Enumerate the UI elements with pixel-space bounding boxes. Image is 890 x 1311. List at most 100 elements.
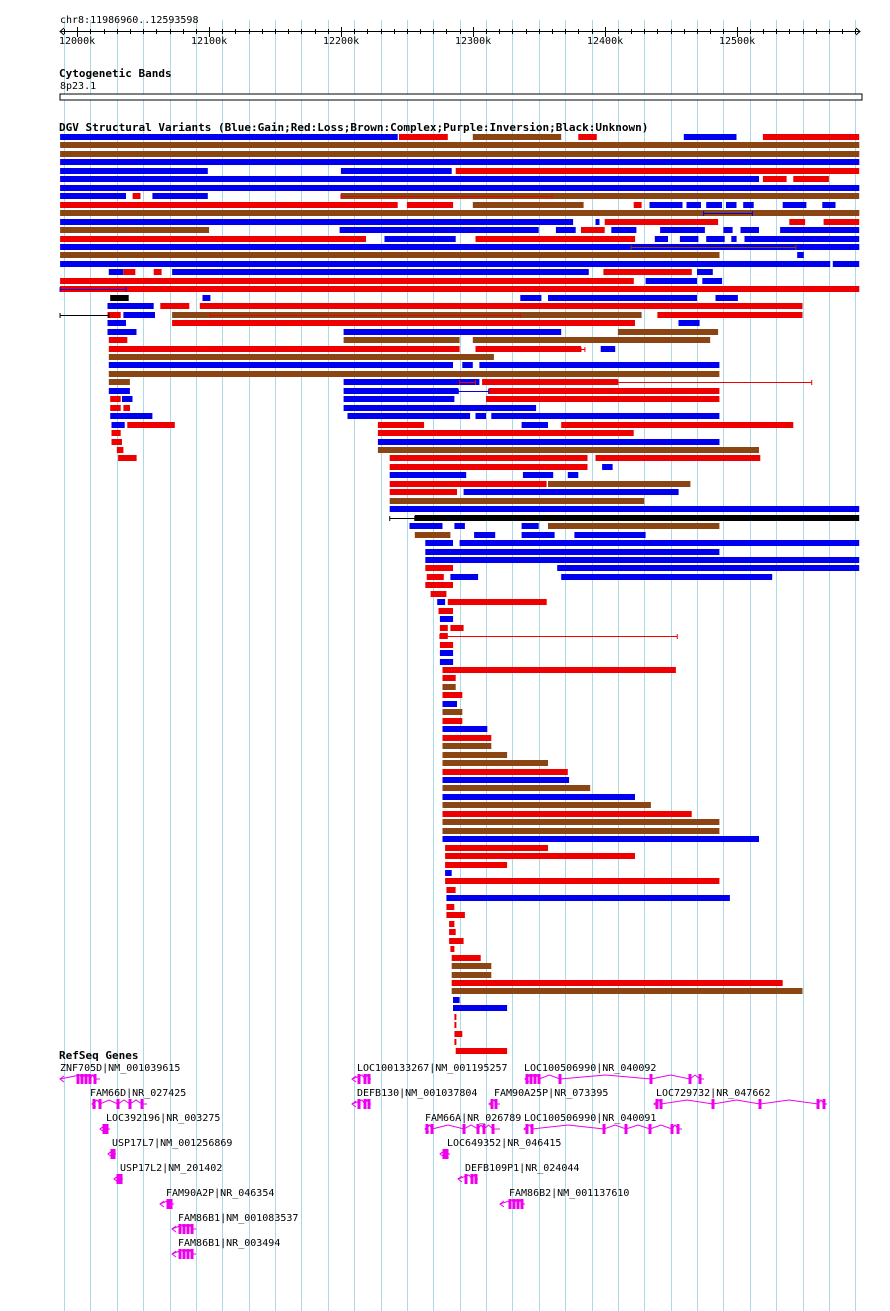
sv-bar <box>442 777 570 783</box>
sv-bar <box>202 295 211 301</box>
sv-bar <box>454 1022 457 1028</box>
sv-bar <box>475 413 486 419</box>
sv-bar <box>60 168 208 174</box>
sv-bar <box>425 557 860 563</box>
sv-bar <box>123 312 155 318</box>
gene-label[interactable]: LOC392196|NR_003275 <box>106 1113 221 1124</box>
gene-label[interactable]: FAM86B2|NM_001137610 <box>509 1188 630 1199</box>
sv-bar <box>442 819 720 825</box>
sv-bar <box>445 878 720 884</box>
sv-bar <box>447 599 547 605</box>
gene-label[interactable]: ZNF705D|NM_001039615 <box>60 1063 181 1074</box>
sv-bar <box>455 1048 508 1054</box>
gene-label[interactable]: LOC729732|NR_047662 <box>656 1088 771 1099</box>
sv-bar <box>726 202 737 208</box>
gene-exon <box>822 1099 826 1109</box>
gene-exon <box>491 1124 495 1134</box>
sv-bar <box>425 582 453 588</box>
gene-exon <box>76 1074 80 1084</box>
gene-exon <box>363 1099 367 1109</box>
gene-exon <box>110 1149 114 1159</box>
gene-label[interactable]: USP17L2|NM_201402 <box>120 1163 223 1174</box>
sv-bar <box>389 489 457 495</box>
gene-label[interactable]: FAM66A|NR_026789 <box>425 1113 522 1124</box>
sv-bar <box>442 675 456 681</box>
sv-bar <box>60 227 210 233</box>
gene-exon <box>462 1124 466 1134</box>
gene-exon <box>93 1074 97 1084</box>
gene-label[interactable]: LOC649352|NR_046415 <box>447 1138 562 1149</box>
sv-bar <box>451 963 492 969</box>
gene-exon <box>357 1099 361 1109</box>
gene-exon <box>494 1099 498 1109</box>
grid-lines <box>64 20 856 1311</box>
gene-exon <box>367 1099 371 1109</box>
sv-bar <box>425 565 453 571</box>
sv-bar <box>442 760 548 766</box>
gene-exon <box>525 1124 529 1134</box>
sv-bar <box>604 219 719 225</box>
sv-bar <box>343 396 455 402</box>
sv-bar <box>60 159 860 165</box>
gene-exon <box>367 1074 371 1084</box>
sv-bar <box>602 464 613 470</box>
sv-bar <box>451 988 803 994</box>
sv-bar <box>453 997 460 1003</box>
sv-bar <box>60 142 860 148</box>
gene-exon <box>558 1074 562 1084</box>
gene-label[interactable]: LOC100133267|NM_001195257 <box>357 1063 508 1074</box>
sv-bar <box>442 735 492 741</box>
sv-bar <box>654 236 668 242</box>
gene-strand-arrow <box>524 1075 530 1083</box>
sv-bar <box>832 261 860 267</box>
gene-exon <box>624 1124 628 1134</box>
sv-bar <box>823 219 860 225</box>
ruler-tick-label: 12000k <box>59 36 96 47</box>
sv-bar <box>384 236 456 242</box>
sv-bar <box>107 320 126 326</box>
ruler-arrow-left <box>59 27 65 36</box>
sv-bar <box>723 227 733 233</box>
gene-exon <box>476 1124 480 1134</box>
gene-exon <box>470 1174 474 1184</box>
sv-bar <box>472 337 711 343</box>
gene-label[interactable]: FAM90A25P|NR_073395 <box>494 1088 609 1099</box>
sv-bar <box>472 134 562 140</box>
sv-bar <box>731 236 737 242</box>
gene-label[interactable]: DEFB130|NM_001037804 <box>357 1088 478 1099</box>
sv-bar <box>482 379 618 385</box>
gene-label[interactable]: LOC100506990|NR_040091 <box>524 1113 657 1124</box>
gene-exon <box>537 1074 541 1084</box>
sv-bar <box>679 236 699 242</box>
gene-exon <box>430 1124 434 1134</box>
refseq-track-title: RefSeq Genes <box>59 1049 139 1062</box>
gene-exon <box>670 1124 674 1134</box>
sv-bar <box>389 506 860 512</box>
ruler-title: chr8:11986960..12593598 <box>60 15 199 26</box>
sv-bar <box>617 329 719 335</box>
gene-strand-arrow <box>653 1100 659 1108</box>
sv-bar <box>744 236 860 242</box>
gene-label[interactable]: FAM86B1|NR_003494 <box>178 1238 281 1249</box>
sv-bar <box>340 168 452 174</box>
sv-bar <box>347 413 471 419</box>
gene-strand-arrow <box>523 1125 529 1133</box>
gene-strand-arrow <box>351 1075 357 1083</box>
sv-bar <box>116 447 124 453</box>
gene-exon <box>648 1124 652 1134</box>
gene-label[interactable]: FAM86B1|NM_001083537 <box>178 1213 299 1224</box>
gene-exon <box>169 1199 173 1209</box>
sv-bar <box>107 303 154 309</box>
gene-label[interactable]: FAM66D|NR_027425 <box>90 1088 187 1099</box>
sv-bar <box>426 574 444 580</box>
sv-bar <box>578 134 597 140</box>
gene-label[interactable]: FAM90A2P|NR_046354 <box>166 1188 275 1199</box>
gene-label[interactable]: USP17L7|NM_001256869 <box>112 1138 233 1149</box>
sv-bar <box>60 185 860 191</box>
gene-label[interactable]: DEFB109P1|NR_024044 <box>465 1163 580 1174</box>
sv-bar <box>438 608 453 614</box>
gene-strand-arrow <box>457 1175 463 1183</box>
sv-bar <box>463 489 679 495</box>
gene-label[interactable]: LOC100506990|NR_040092 <box>524 1063 657 1074</box>
gene-exon <box>178 1224 182 1234</box>
